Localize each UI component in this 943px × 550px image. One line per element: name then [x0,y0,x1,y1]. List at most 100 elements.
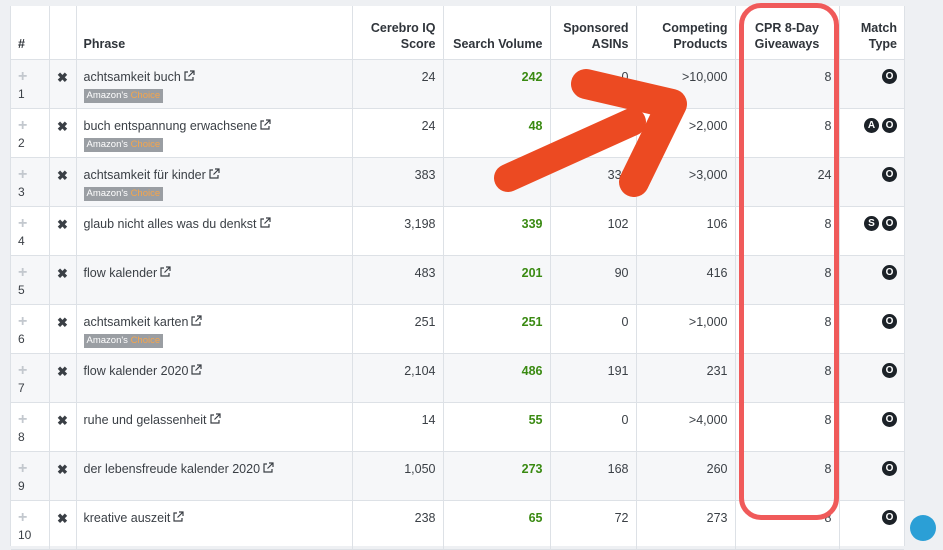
sponsored-asins: 191 [550,353,637,403]
plus-icon[interactable]: + [18,117,28,134]
cerebro-iq-score: 483 [352,255,444,305]
close-icon[interactable]: ✖ [57,315,68,330]
external-link-icon[interactable] [259,119,271,134]
plus-icon[interactable]: + [18,362,28,379]
table-row: +5 ✖ flow kalender 483 201 90 416 8 O [11,255,904,305]
external-link-icon[interactable] [209,413,221,428]
row-number: 1 [18,87,25,101]
search-volume: 251 [443,304,551,354]
close-icon[interactable]: ✖ [57,266,68,281]
plus-icon[interactable]: + [18,264,28,281]
header-cpr-giveaways[interactable]: CPR 8-Day Giveaways [735,6,840,60]
phrase-cell: der lebensfreude kalender 2020 [76,451,353,501]
external-link-icon[interactable] [172,511,184,526]
match-type-cell: O [839,59,904,109]
add-cell: +7 [11,353,50,403]
match-type-badge: O [882,167,897,182]
cerebro-iq-score: 1,050 [352,451,444,501]
plus-icon[interactable]: + [18,509,28,526]
external-link-icon[interactable] [190,364,203,379]
keyword-table: # Phrase Cerebro IQ Score Search Volume … [11,6,904,550]
header-num[interactable]: # [11,6,50,60]
plus-icon[interactable]: + [18,215,28,232]
badge-part1: Amazon's [86,90,128,101]
plus-icon[interactable]: + [18,460,28,477]
amazons-choice-badge: Amazon's Choice [83,138,164,152]
close-icon[interactable]: ✖ [57,119,68,134]
plus-icon[interactable]: + [18,68,28,85]
external-link-icon[interactable] [262,462,274,477]
phrase-text[interactable]: kreative auszeit [83,511,171,525]
match-type-cell: O [839,304,904,354]
phrase-text[interactable]: achtsamkeit buch [83,70,181,84]
plus-icon[interactable]: + [18,411,28,428]
close-icon[interactable]: ✖ [57,70,68,85]
competing-products: >1,000 [636,304,736,354]
external-link-icon[interactable] [208,168,220,183]
amazons-choice-badge: Amazon's Choice [83,334,164,348]
add-cell: +1 [11,59,50,109]
cpr-giveaways: 8 [735,59,840,109]
row-number: 6 [18,332,25,346]
match-type-badge: A [864,118,879,133]
close-icon[interactable]: ✖ [57,364,68,379]
phrase-text[interactable]: glaub nicht alles was du denkst [83,217,257,231]
match-type-cell: O [839,402,904,452]
close-icon[interactable]: ✖ [57,413,68,428]
header-sponsored-asins[interactable]: Sponsored ASINs [550,6,637,60]
search-volume: 65 [443,500,551,550]
close-icon[interactable]: ✖ [57,462,68,477]
add-cell: +8 [11,402,50,452]
cerebro-iq-score: 251 [352,304,444,354]
phrase-text[interactable]: achtsamkeit karten [83,315,189,329]
header-search-volume[interactable]: Search Volume [443,6,551,60]
sponsored-asins: 72 [550,500,637,550]
phrase-text[interactable]: achtsamkeit für kinder [83,168,206,182]
external-link-icon[interactable] [183,70,195,85]
plus-icon[interactable]: + [18,166,28,183]
competing-products: >4,000 [636,402,736,452]
header-cerebro-iq-score[interactable]: Cerebro IQ Score [352,6,444,60]
header-phrase[interactable]: Phrase [76,6,353,60]
match-type-badge: O [882,265,897,280]
external-link-icon[interactable] [259,217,271,232]
row-number: 9 [18,479,25,493]
external-link-icon[interactable] [159,266,171,281]
scroll-widget-icon[interactable] [910,515,936,541]
add-cell: +2 [11,108,50,158]
row-number: 8 [18,430,25,444]
close-icon[interactable]: ✖ [57,168,68,183]
remove-cell: ✖ [49,59,77,109]
cerebro-iq-score: 383 [352,157,444,207]
cerebro-iq-score: 3,198 [352,206,444,256]
external-link-icon[interactable] [190,315,203,330]
close-icon[interactable]: ✖ [57,217,68,232]
table-row: +9 ✖ der lebensfreude kalender 2020 1,050 27… [11,451,904,501]
add-cell: +4 [11,206,50,256]
match-type-cell: O [839,353,904,403]
plus-icon[interactable]: + [18,313,28,330]
phrase-text[interactable]: der lebensfreude kalender 2020 [83,462,261,476]
header-competing-products[interactable]: Competing Products [636,6,736,60]
table-row: +7 ✖ flow kalender 2020 2,104 486 191 231 8 O [11,353,904,403]
badge-part1: Amazon's [86,335,128,346]
phrase-text[interactable]: ruhe und gelassenheit [83,413,207,427]
sponsored-asins: 0 [550,108,637,158]
match-type-cell: O [839,451,904,501]
cerebro-iq-score: 24 [352,108,444,158]
table-row: +8 ✖ ruhe und gelassenheit 14 55 0 >4,000 8 O [11,402,904,452]
sponsored-asins: 0 [550,59,637,109]
table-row: +1 ✖ achtsamkeit buch Amazon's Choice 24 242 0… [11,59,904,109]
remove-cell: ✖ [49,451,77,501]
cpr-giveaways: 8 [735,206,840,256]
search-volume: 273 [443,451,551,501]
close-icon[interactable]: ✖ [57,511,68,526]
match-type-badge: O [882,216,897,231]
remove-cell: ✖ [49,255,77,305]
phrase-text[interactable]: buch entspannung erwachsene [83,119,258,133]
header-match-type[interactable]: Match Type [839,6,904,60]
competing-products: 106 [636,206,736,256]
phrase-text[interactable]: flow kalender [83,266,158,280]
phrase-text[interactable]: flow kalender 2020 [83,364,189,378]
